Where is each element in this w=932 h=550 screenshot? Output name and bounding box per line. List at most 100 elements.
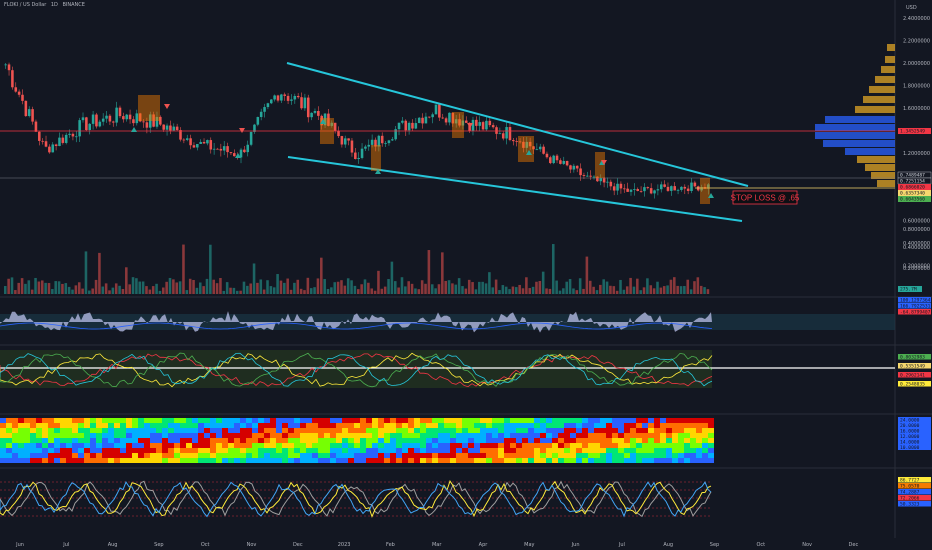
candle-body	[78, 120, 81, 137]
heatmap-cell	[432, 423, 438, 428]
heatmap-cell	[420, 448, 426, 453]
heatmap-cell	[390, 428, 396, 433]
heatmap-cell	[120, 433, 126, 438]
heatmap-cell	[516, 443, 522, 448]
candle-body	[135, 113, 139, 124]
time-axis[interactable]: Jun Jul Aug Sep Oct Nov Dec 2023 Feb Mar Apr May Jun…	[15, 542, 858, 548]
heatmap-cell	[528, 423, 534, 428]
volume-bar	[276, 274, 279, 294]
volume-bar	[377, 270, 380, 294]
heatmap-cell	[486, 433, 492, 438]
heatmap-cell	[240, 443, 246, 448]
heatmap-cell	[636, 418, 642, 423]
heatmap-cell	[312, 433, 318, 438]
time-tick-label: Aug	[663, 542, 673, 548]
heatmap-cell	[456, 443, 462, 448]
candle-body	[142, 121, 145, 123]
heatmap-cell	[42, 448, 48, 453]
volume-bar	[141, 281, 145, 294]
stop-loss-box[interactable]	[732, 190, 798, 205]
heatmap-cell	[414, 453, 420, 458]
candle-body	[125, 114, 128, 120]
candle-body	[532, 146, 535, 150]
heatmap-cell	[198, 458, 204, 463]
heatmap-cell	[288, 438, 294, 443]
heatmap-cell	[504, 453, 510, 458]
heatmap-cell	[420, 453, 426, 458]
time-tick-label: Feb	[386, 542, 395, 548]
heatmap-cell	[66, 438, 72, 443]
volume-bar	[219, 278, 222, 294]
heatmap-cell	[288, 418, 294, 423]
heatmap-cell	[342, 428, 348, 433]
heatmap-cell	[276, 423, 282, 428]
heatmap-cell	[264, 438, 270, 443]
heatmap-cell	[294, 418, 300, 423]
lower-trendline[interactable]	[287, 156, 743, 222]
volume-bar	[209, 244, 212, 294]
heatmap-cell	[498, 458, 504, 463]
heatmap-cell	[672, 433, 678, 438]
heatmap-cell	[156, 418, 162, 423]
heatmap-cell	[540, 418, 546, 423]
heatmap-cell	[6, 418, 12, 423]
heatmap-cell	[30, 418, 36, 423]
heatmap-cell	[282, 428, 288, 433]
heatmap-cell	[534, 423, 540, 428]
upper-trendline[interactable]	[286, 62, 749, 187]
candle-body	[414, 123, 418, 129]
volume-profile-row	[881, 66, 895, 73]
heatmap-cell	[216, 433, 222, 438]
volume-bar	[91, 288, 94, 294]
indicator-tag	[898, 315, 931, 321]
heatmap-cell	[504, 443, 510, 448]
candle-body	[434, 104, 438, 115]
candle-body	[454, 119, 458, 124]
heatmap-cell	[276, 418, 282, 423]
stoch-line	[0, 479, 712, 518]
heatmap-cell	[234, 438, 240, 443]
heatmap-cell	[72, 448, 78, 453]
heatmap-cell	[48, 438, 54, 443]
volume-bar	[158, 290, 162, 294]
heatmap-cell	[36, 458, 42, 463]
heatmap-cell	[576, 448, 582, 453]
heatmap-cell	[384, 428, 390, 433]
heatmap-cell	[456, 448, 462, 453]
heatmap-cell	[336, 423, 342, 428]
heatmap-cell	[486, 438, 492, 443]
heatmap-cell	[360, 433, 366, 438]
heatmap-cell	[402, 418, 408, 423]
heatmap-cell	[30, 423, 36, 428]
heatmap-cell	[414, 433, 420, 438]
heatmap-cell	[114, 418, 120, 423]
heatmap-cell	[504, 458, 510, 463]
volume-bar	[363, 279, 367, 294]
signal-range-box	[700, 178, 710, 204]
volume-bar	[588, 280, 592, 294]
heatmap-cell	[354, 458, 360, 463]
heatmap-cell	[276, 438, 282, 443]
candle-body	[243, 149, 246, 153]
candle-body	[256, 117, 260, 125]
heatmap-cell	[120, 423, 126, 428]
heatmap-cell	[168, 428, 174, 433]
heatmap-cell	[618, 458, 624, 463]
volume-bar	[609, 285, 612, 294]
heatmap-cell	[24, 423, 30, 428]
volume-bar	[353, 285, 357, 294]
heatmap-cell	[582, 433, 588, 438]
heatmap-cell	[474, 433, 480, 438]
candle-body	[404, 120, 408, 131]
buy-signal-marker	[708, 193, 714, 198]
indicator-tag	[898, 417, 931, 423]
heatmap-cell	[72, 453, 78, 458]
heatmap-cell	[6, 448, 12, 453]
heatmap-cell	[126, 433, 132, 438]
heatmap-cell	[702, 448, 708, 453]
heatmap-cell	[54, 428, 60, 433]
heatmap-cell	[36, 443, 42, 448]
heatmap-cell	[600, 428, 606, 433]
heatmap-cell	[222, 428, 228, 433]
